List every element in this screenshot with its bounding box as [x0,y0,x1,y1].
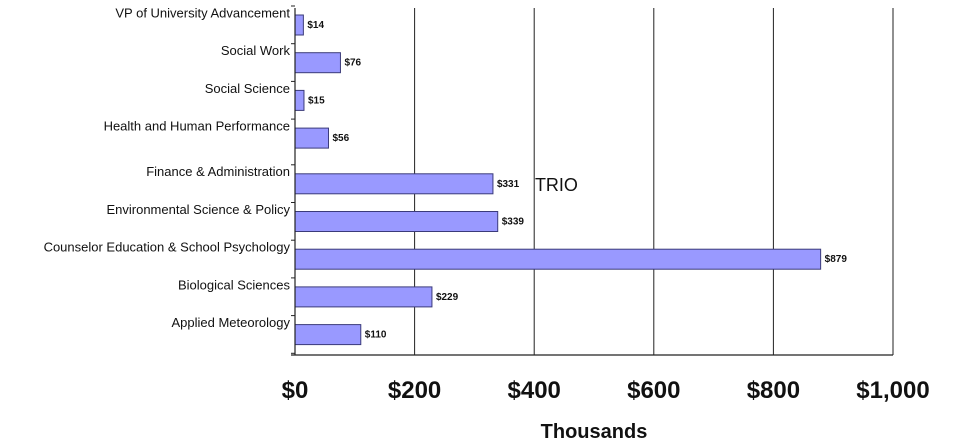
category-label: Applied Meteorology [171,315,290,330]
value-label: $14 [307,20,324,31]
value-label: $229 [436,292,459,303]
category-label: Health and Human Performance [104,119,290,134]
category-label: VP of University Advancement [115,5,290,20]
category-label: Social Science [205,81,290,96]
x-tick-label: $1,000 [856,377,929,404]
bar [294,127,329,149]
category-label: Biological Sciences [178,277,291,292]
bar [294,52,341,74]
category-label: Social Work [221,43,291,58]
value-label: $76 [344,58,361,69]
x-tick-label: $800 [747,377,800,404]
category-labels: VP of University Advancement Social Work S… [44,5,291,330]
bar [294,89,305,111]
x-tick-label: $400 [508,377,561,404]
bar [294,324,362,346]
category-label: Environmental Science & Policy [106,202,290,217]
bar [294,248,822,270]
bar [294,286,433,308]
x-axis-title: Thousands [541,421,648,443]
bar [294,173,494,195]
bar [294,211,499,232]
x-tick-label: $600 [627,377,680,404]
x-tick-label: $200 [388,377,441,404]
value-label: $56 [332,133,349,144]
category-label: Counselor Education & School Psychology [44,240,291,255]
value-label: $339 [502,217,525,228]
x-tick-label: $0 [282,377,309,404]
value-label: $331 [497,179,520,190]
bar [294,14,304,36]
value-labels: $14 $76 $15 $56 $331 $339 $879 $229 $110 [307,20,847,341]
trio-annotation: TRIO [535,175,578,195]
bars [294,14,822,346]
value-label: $879 [825,254,848,265]
category-label: Finance & Administration [146,164,290,179]
value-label: $15 [308,95,325,106]
value-label: $110 [365,330,387,341]
axes [291,5,893,356]
x-tick-labels: $0 $200 $400 $600 $800 $1,000 [282,377,930,404]
